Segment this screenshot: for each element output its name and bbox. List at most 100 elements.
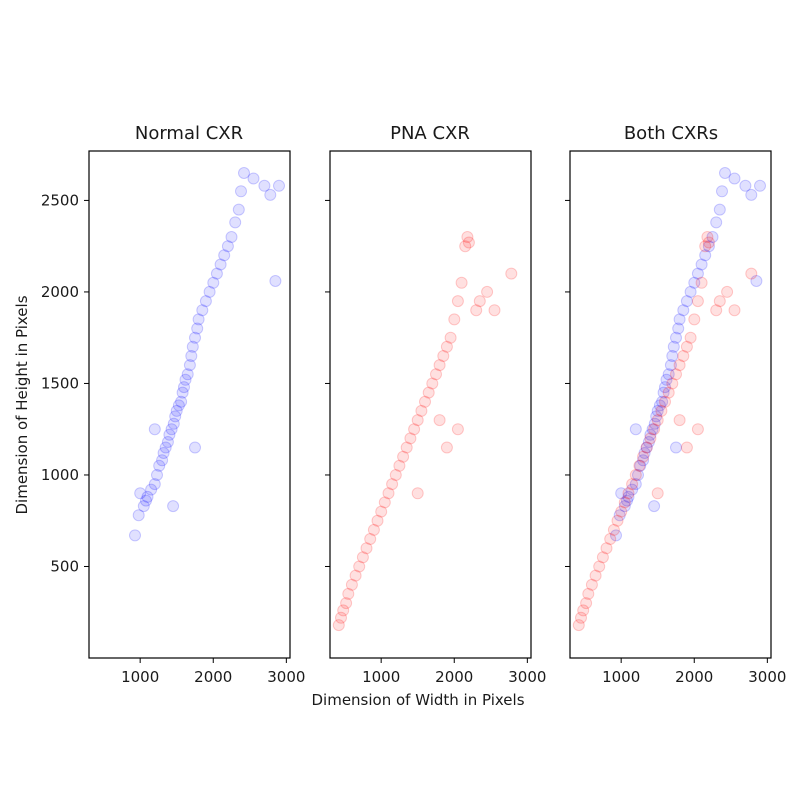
- scatter-point: [691, 423, 704, 436]
- scatter-point: [203, 285, 216, 298]
- scatter-point: [481, 285, 494, 298]
- panel-title: Both CXRs: [624, 123, 718, 144]
- x-tick-label: 2000: [675, 668, 713, 686]
- scatter-point: [629, 469, 642, 481]
- scatter-point: [739, 179, 752, 192]
- panel-normal: Normal CXR: [88, 123, 291, 659]
- scatter-point: [411, 487, 424, 500]
- scatter-point: [185, 350, 198, 362]
- scatter-point: [589, 569, 602, 582]
- plot-area: [572, 167, 766, 632]
- scatter-point: [335, 611, 347, 624]
- scatter-point: [666, 350, 679, 362]
- scatter-point: [137, 500, 150, 513]
- scatter-point: [172, 399, 185, 412]
- scatter-point: [695, 276, 708, 289]
- scatter-point: [505, 267, 518, 280]
- scatter-point: [629, 478, 642, 491]
- scatter-point: [156, 454, 169, 467]
- scatter-point: [342, 587, 355, 600]
- scatter-point: [691, 267, 704, 280]
- scatter-point: [745, 188, 758, 201]
- scatter-point: [593, 560, 606, 573]
- scatter-point: [238, 167, 250, 179]
- ticks-layer: 1000 2000 3000 500 1000 1500 2000 2500 1000 2000 3…: [41, 191, 787, 686]
- scatter-point: [659, 395, 671, 408]
- scatter-point: [699, 249, 712, 262]
- scatter-point: [129, 529, 141, 542]
- scatter-point: [745, 267, 758, 280]
- scatter-point: [134, 487, 147, 500]
- scatter-point: [179, 373, 192, 386]
- scatter-point: [651, 404, 664, 417]
- scatter-point: [364, 533, 377, 545]
- x-tick-label: 3000: [748, 668, 786, 686]
- scatter-point: [721, 285, 734, 298]
- scatter-point: [653, 399, 666, 412]
- scatter-point: [433, 414, 446, 427]
- scatter-point: [664, 359, 677, 372]
- scatter-point: [440, 340, 453, 353]
- scatter-point: [702, 236, 715, 249]
- scatter-point: [225, 231, 238, 243]
- scatter-point: [670, 368, 682, 381]
- plot-area: [332, 231, 518, 632]
- y-tick-label: 500: [50, 557, 79, 575]
- x-tick-label: 2000: [194, 668, 232, 686]
- scatter-point: [170, 404, 183, 417]
- scatter-point: [604, 533, 617, 545]
- panel-pna: PNA CXR: [329, 123, 532, 659]
- x-tick-label: 1000: [602, 668, 640, 686]
- scatter-point: [585, 578, 598, 591]
- scatter-point: [673, 414, 686, 427]
- scatter-point: [575, 611, 587, 624]
- scatter-point: [634, 459, 647, 472]
- scatter-point: [488, 304, 501, 317]
- scatter-point: [660, 373, 673, 386]
- scatter-point: [716, 185, 728, 198]
- scatter-point: [451, 295, 464, 308]
- scatter-point: [688, 313, 701, 326]
- scatter-point: [615, 505, 628, 518]
- scatter-point: [356, 551, 369, 564]
- scatter-point: [199, 295, 212, 308]
- scatter-point: [157, 447, 170, 459]
- scatter-point: [145, 483, 158, 496]
- scatter-point: [437, 350, 450, 362]
- scatter-point: [378, 496, 391, 509]
- scatter-point: [713, 203, 726, 216]
- scatter-point: [670, 441, 682, 454]
- scatter-point: [163, 428, 176, 441]
- scatter-point: [580, 597, 593, 610]
- scatter-point: [159, 441, 172, 454]
- scatter-point: [153, 459, 166, 472]
- x-tick-label: 1000: [362, 668, 400, 686]
- scatter-point: [148, 478, 161, 491]
- scatter-point: [650, 410, 663, 423]
- scatter-point: [626, 478, 639, 491]
- scatter-point: [572, 619, 585, 632]
- scatter-point: [644, 432, 657, 445]
- scatter-point: [408, 423, 421, 436]
- x-tick-label: 1000: [121, 668, 159, 686]
- scatter-point: [186, 340, 199, 353]
- scatter-point: [349, 569, 362, 582]
- scatter-point: [656, 395, 669, 408]
- scatter-point: [684, 285, 697, 298]
- scatter-point: [393, 459, 406, 472]
- scatter-point: [642, 436, 655, 448]
- scatter-point: [210, 267, 223, 280]
- scatter-point: [415, 404, 428, 417]
- scatter-point: [655, 404, 668, 417]
- scatter-point: [577, 604, 590, 617]
- scatter-point: [419, 395, 431, 408]
- scatter-point: [701, 231, 714, 243]
- scatter-point: [161, 436, 174, 448]
- scatter-point: [600, 542, 613, 555]
- plot-area: [129, 167, 285, 542]
- scatter-point: [175, 395, 188, 408]
- panel-title: PNA CXR: [390, 123, 470, 144]
- scatter-point: [657, 386, 670, 399]
- x-tick-label: 3000: [267, 668, 305, 686]
- scatter-point: [386, 478, 399, 491]
